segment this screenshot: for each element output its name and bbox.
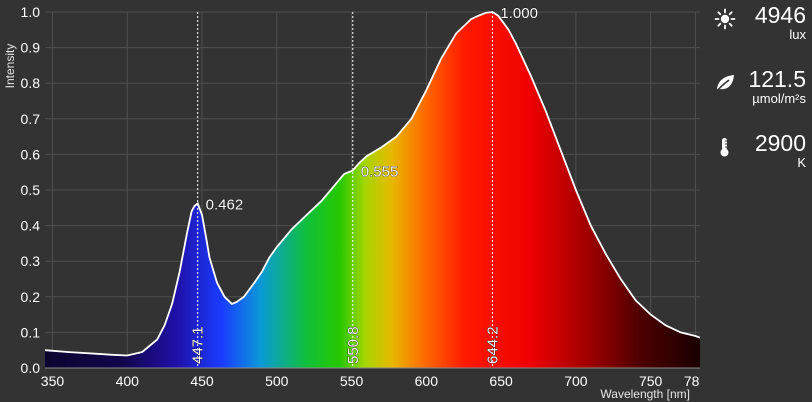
y-tick-label: 0.1 (21, 324, 41, 340)
y-axis-label: Intensity (3, 44, 17, 89)
peak-wavelength-label: 644.2 (484, 326, 501, 364)
illuminance-unit: lux (789, 27, 806, 42)
spectrum-curve (44, 11, 700, 357)
peak-value-label: 0.555 (361, 163, 399, 180)
sun-icon (714, 8, 736, 30)
ppfd-value: 121.5 (748, 66, 806, 92)
y-tick-label: 1.0 (21, 4, 41, 20)
x-tick-label: 400 (116, 373, 140, 389)
y-tick-label: 0.4 (21, 218, 41, 234)
x-tick-label: 600 (415, 373, 439, 389)
thermometer-icon (720, 138, 729, 157)
x-tick-label: 500 (265, 373, 289, 389)
peak-wavelength-label: 447.1 (190, 326, 207, 364)
y-tick-labels: 0.0 0.1 0.2 0.3 0.4 0.5 0.6 0.7 0.8 0.9 1.0 (21, 4, 41, 376)
y-tick-label: 0.5 (21, 182, 41, 198)
y-tick-label: 0.3 (21, 253, 41, 269)
x-tick-label: 650 (489, 373, 513, 389)
y-tick-label: 0.2 (21, 289, 41, 305)
x-tick-label: 450 (190, 373, 214, 389)
x-tick-label: 700 (564, 373, 588, 389)
peak-value-label: 1.000 (500, 5, 538, 22)
y-tick-label: 0.7 (21, 111, 41, 127)
y-tick-label: 0.0 (21, 360, 41, 376)
x-tick-label: 350 (41, 373, 65, 389)
peak-wavelength-label: 550.8 (345, 326, 362, 364)
ppfd-unit: µmol/m²s (752, 91, 806, 106)
peak-markers: 0.462 447.1 0.555 550.8 1.000 644.2 (189, 5, 538, 368)
ppfd-readout: 121.5 µmol/m²s (706, 66, 806, 128)
leaf-icon (715, 75, 734, 93)
illuminance-value: 4946 (754, 2, 806, 28)
cct-readout: 2900 K (706, 130, 806, 192)
y-tick-label: 0.9 (21, 40, 41, 56)
cct-unit: K (797, 155, 806, 170)
x-axis-label: Wavelength [nm] (600, 387, 690, 401)
spectrum-area (45, 12, 700, 368)
x-tick-label: 750 (639, 373, 663, 389)
x-tick-label: 550 (340, 373, 364, 389)
x-tick-label: 780 (684, 373, 700, 389)
cct-value: 2900 (754, 130, 806, 156)
peak-value-label: 0.462 (206, 197, 244, 214)
illuminance-readout: 4946 lux (706, 2, 806, 64)
x-tick-labels: 350 400 450 500 550 600 650 700 750 780 (41, 373, 700, 389)
y-tick-label: 0.8 (21, 75, 41, 91)
spectrum-chart: 0.462 447.1 0.555 550.8 1.000 644.2 0.0 0.1 0.2… (3, 4, 700, 401)
y-tick-label: 0.6 (21, 146, 41, 162)
